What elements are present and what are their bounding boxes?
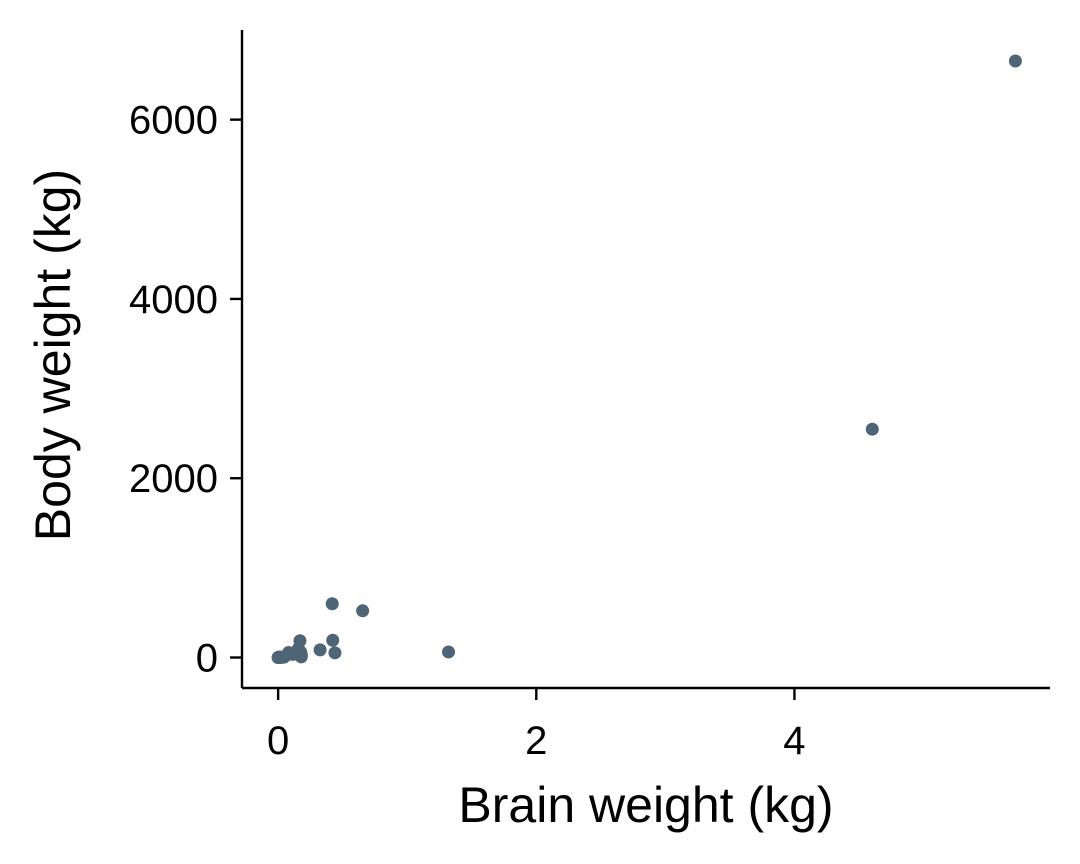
data-point bbox=[356, 604, 370, 618]
data-point bbox=[293, 647, 307, 661]
data-point bbox=[325, 597, 339, 611]
data-point bbox=[313, 643, 327, 657]
data-points bbox=[271, 54, 1022, 665]
y-tick-label: 2000 bbox=[129, 457, 218, 501]
x-tick-label: 0 bbox=[267, 719, 289, 763]
x-tick-label: 4 bbox=[783, 719, 805, 763]
data-point bbox=[272, 651, 286, 664]
y-tick-label: 6000 bbox=[129, 99, 218, 143]
y-tick-label: 4000 bbox=[129, 278, 218, 322]
x-tick-label: 2 bbox=[525, 719, 547, 763]
y-tick-label: 0 bbox=[196, 637, 218, 681]
y-axis-title: Body weight (kg) bbox=[25, 169, 81, 541]
data-point bbox=[326, 633, 340, 647]
data-point bbox=[1008, 54, 1022, 68]
x-axis-title: Brain weight (kg) bbox=[458, 777, 833, 833]
y-axis-ticks: 0 2000 4000 6000 bbox=[129, 99, 242, 681]
data-point bbox=[865, 422, 879, 436]
data-point bbox=[442, 645, 456, 659]
data-point bbox=[328, 646, 342, 660]
x-axis-ticks: 0 2 4 bbox=[267, 688, 806, 763]
